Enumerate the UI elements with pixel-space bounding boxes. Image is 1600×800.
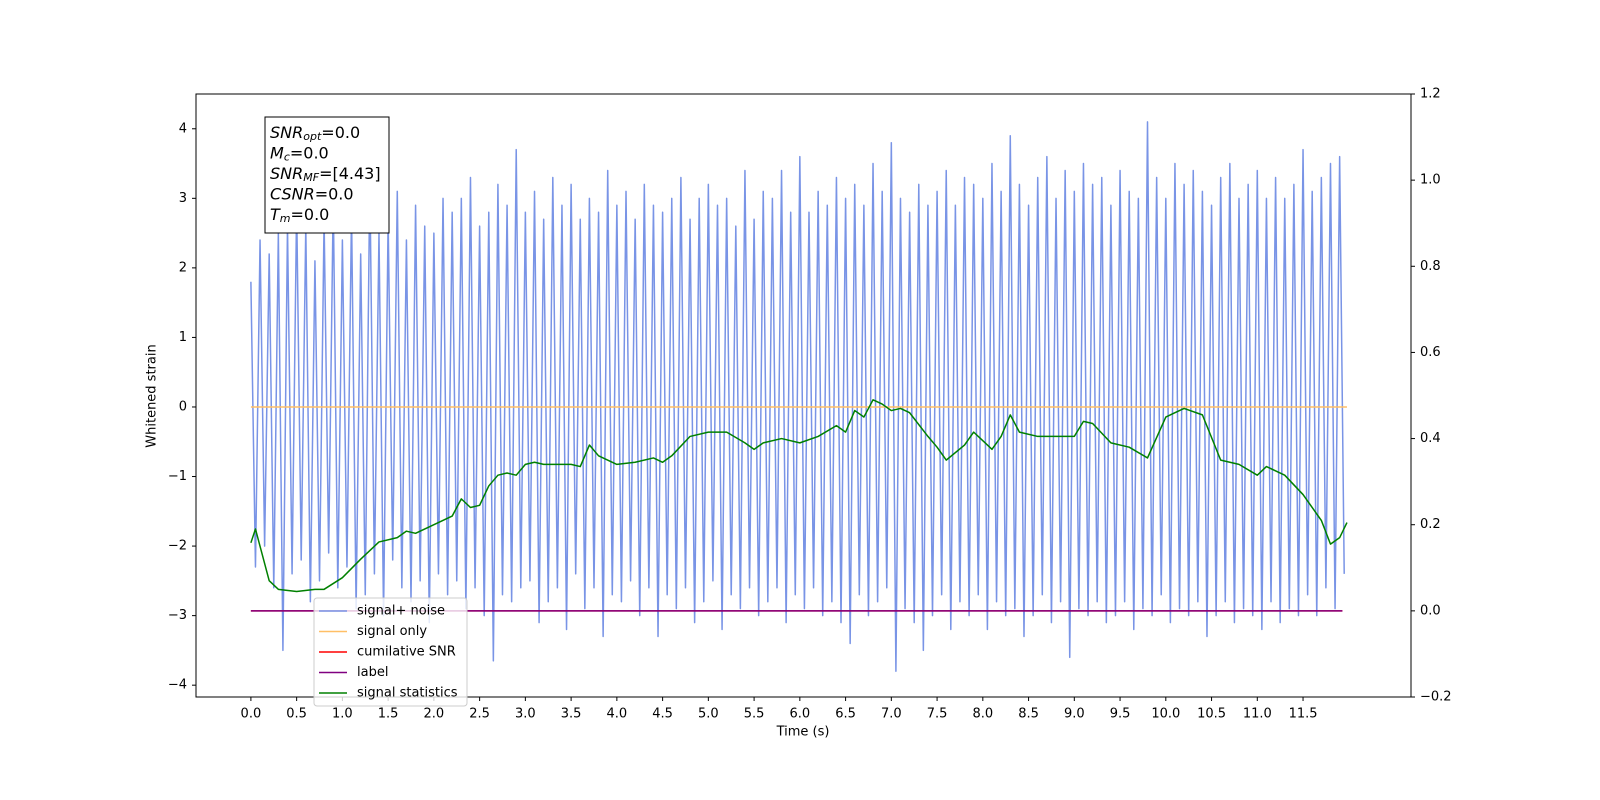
y-tick-label: −4 bbox=[168, 678, 187, 693]
x-tick-label: 11.5 bbox=[1289, 707, 1318, 722]
series-line bbox=[250, 399, 1348, 593]
y2-tick-label: 0.4 bbox=[1420, 431, 1441, 446]
plot-frame bbox=[195, 93, 1412, 698]
legend-label: cumilative SNR bbox=[357, 645, 456, 660]
stats-subscript: MF bbox=[303, 171, 319, 184]
x-tick-label: 0.0 bbox=[241, 707, 262, 722]
y-axis-label: Whitened strain bbox=[145, 344, 160, 447]
stats-box: SNRopt=0.0Mc=0.0SNRMF=[4.43]CSNR=0.0Tm=0… bbox=[264, 116, 390, 234]
x-tick-label: 3.0 bbox=[515, 707, 536, 722]
stats-subscript: c bbox=[284, 151, 290, 164]
y-tick-label: 3 bbox=[179, 191, 187, 206]
legend-label: label bbox=[357, 665, 388, 680]
y2-tick-label: 0.2 bbox=[1420, 517, 1441, 532]
x-tick-label: 7.0 bbox=[881, 707, 902, 722]
stats-symbol: SNR bbox=[270, 164, 303, 183]
y-tick-label: 1 bbox=[179, 330, 187, 345]
stats-subscript: opt bbox=[303, 130, 322, 143]
y-tick-label: 2 bbox=[179, 260, 187, 275]
stats-symbol: T bbox=[270, 205, 281, 224]
legend-frame bbox=[313, 597, 468, 707]
x-tick-label: 1.0 bbox=[332, 707, 353, 722]
x-tick-label: 8.0 bbox=[972, 707, 993, 722]
x-tick-label: 1.5 bbox=[378, 707, 399, 722]
x-tick-label: 2.5 bbox=[469, 707, 490, 722]
x-tick-label: 11.0 bbox=[1243, 707, 1272, 722]
y-tick-label: −1 bbox=[168, 469, 187, 484]
stats-value: =0.0 bbox=[315, 184, 354, 203]
stats-symbol: CSNR bbox=[270, 184, 315, 203]
series-line bbox=[250, 121, 1345, 673]
x-tick-label: 7.5 bbox=[927, 707, 948, 722]
legend-label: signal only bbox=[357, 624, 427, 639]
x-tick-label: 10.0 bbox=[1151, 707, 1180, 722]
stats-box-frame bbox=[264, 116, 390, 234]
y-tick-label: 4 bbox=[179, 121, 187, 136]
x-tick-label: 9.5 bbox=[1110, 707, 1131, 722]
y2-tick-label: 0.6 bbox=[1420, 345, 1441, 360]
legend-label: signal+ noise bbox=[357, 604, 445, 619]
plot-area bbox=[250, 121, 1348, 673]
stats-line: CSNR=0.0 bbox=[270, 184, 354, 203]
y2-tick-label: −0.2 bbox=[1420, 690, 1452, 705]
x-tick-label: 10.5 bbox=[1197, 707, 1226, 722]
y2-tick-label: 0.8 bbox=[1420, 259, 1441, 274]
legend: signal+ noise signal only cumilative SNR la… bbox=[313, 597, 468, 707]
x-tick-label: 8.5 bbox=[1018, 707, 1039, 722]
stats-subscript: m bbox=[280, 212, 291, 225]
stats-line: Mc=0.0 bbox=[270, 143, 329, 164]
x-tick-label: 9.0 bbox=[1064, 707, 1085, 722]
stats-symbol: SNR bbox=[270, 123, 303, 142]
x-tick-label: 3.5 bbox=[561, 707, 582, 722]
x-axis-label: Time (s) bbox=[776, 725, 830, 740]
stats-value: =0.0 bbox=[321, 123, 360, 142]
stats-symbol: M bbox=[270, 143, 284, 162]
x-tick-label: 0.5 bbox=[286, 707, 307, 722]
x-tick-label: 5.5 bbox=[744, 707, 765, 722]
y-tick-label: −3 bbox=[168, 608, 187, 623]
y-tick-label: 0 bbox=[179, 399, 187, 414]
y2-tick-label: 1.0 bbox=[1420, 173, 1441, 188]
stats-line: SNRMF=[4.43] bbox=[270, 164, 381, 185]
stats-value: =0.0 bbox=[291, 205, 330, 224]
stats-value: =0.0 bbox=[290, 143, 329, 162]
x-tick-label: 4.0 bbox=[607, 707, 628, 722]
stats-line: SNRopt=0.0 bbox=[270, 123, 360, 144]
stats-line: Tm=0.0 bbox=[270, 205, 329, 226]
x-tick-label: 2.0 bbox=[424, 707, 445, 722]
legend-label: signal statistics bbox=[357, 686, 458, 701]
x-tick-label: 5.0 bbox=[698, 707, 719, 722]
y-tick-label: −2 bbox=[168, 539, 187, 554]
y2-tick-label: 0.0 bbox=[1420, 603, 1441, 618]
x-tick-label: 4.5 bbox=[652, 707, 673, 722]
x-tick-label: 6.0 bbox=[789, 707, 810, 722]
y2-tick-label: 1.2 bbox=[1420, 87, 1441, 102]
x-tick-label: 6.5 bbox=[835, 707, 856, 722]
stats-value: =[4.43] bbox=[319, 164, 381, 183]
